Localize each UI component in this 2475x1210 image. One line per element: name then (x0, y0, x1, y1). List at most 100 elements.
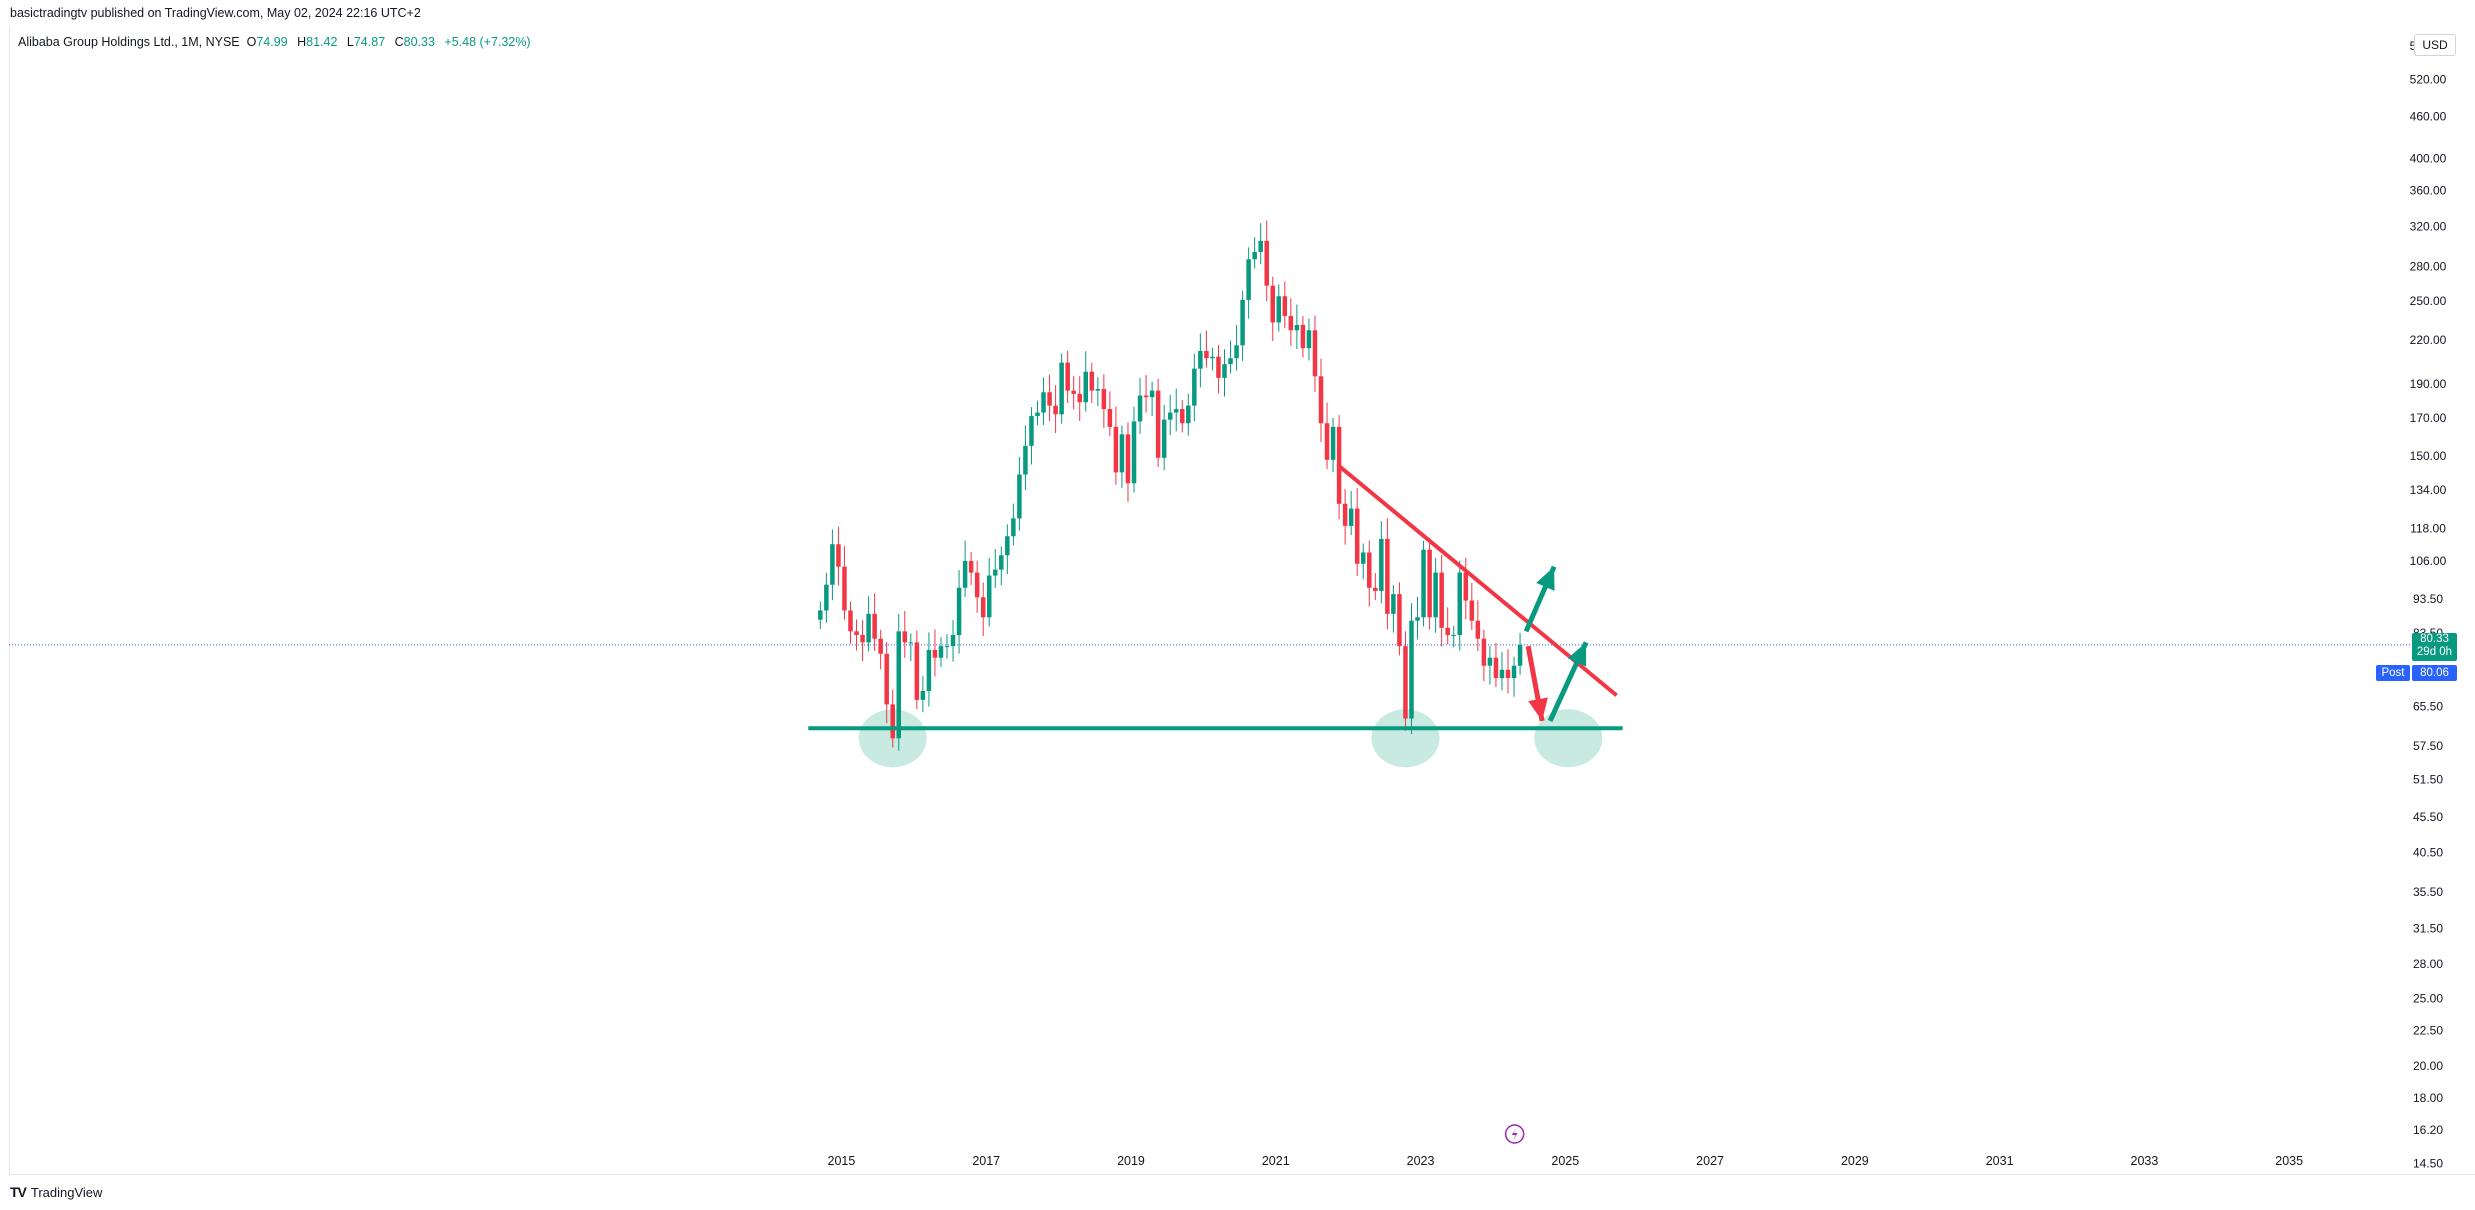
y-tick-label: 400.00 (2410, 152, 2447, 166)
candle-body (956, 587, 962, 635)
candle-body (860, 634, 865, 643)
x-tick-label: 2035 (2275, 1154, 2303, 1168)
candle-body (1047, 392, 1052, 406)
candle-body (1385, 538, 1390, 614)
y-tick-label: 51.50 (2413, 773, 2443, 787)
candle-body (914, 642, 920, 700)
candle-body (999, 555, 1004, 570)
y-tick-label: 118.00 (2410, 521, 2446, 535)
y-tick-label: 280.00 (2410, 260, 2447, 274)
x-tick-label: 2029 (1841, 1154, 1869, 1168)
candle-body (872, 613, 877, 639)
candle-body (830, 544, 835, 585)
x-tick-label: 2027 (1696, 1154, 1724, 1168)
low-label: L (346, 35, 354, 49)
candle-body (1131, 421, 1137, 484)
candle-body (944, 646, 950, 648)
candle-body (1318, 376, 1324, 424)
candle-body (1180, 409, 1185, 424)
tradingview-logo-icon: TV (10, 1184, 27, 1200)
x-tick-label: 2015 (828, 1154, 856, 1168)
candle-body (1427, 549, 1432, 618)
open-label: O (246, 35, 257, 49)
candle-body (1198, 350, 1203, 369)
candle-body (1017, 474, 1022, 519)
y-tick-label: 31.50 (2413, 921, 2443, 935)
candle-body (866, 613, 871, 643)
y-tick-label: 190.00 (2410, 377, 2447, 391)
candle-body (1119, 434, 1125, 473)
symbol-legend: Alibaba Group Holdings Ltd., 1M, NYSE O7… (18, 35, 537, 49)
candle-body (1457, 572, 1463, 635)
candle-body (1306, 330, 1312, 349)
candle-body (1475, 620, 1481, 639)
candle-body (1234, 345, 1239, 359)
y-tick-label: 20.00 (2413, 1059, 2443, 1073)
x-tick-label: 2033 (2131, 1154, 2159, 1168)
candle-body (1107, 409, 1113, 427)
x-tick-label: 2031 (1986, 1154, 2014, 1168)
candle-body (980, 597, 986, 618)
candle-body (1161, 419, 1167, 458)
y-tick-label: 18.00 (2413, 1091, 2443, 1105)
candle-body (1083, 371, 1089, 403)
candle-body (1409, 620, 1414, 719)
candle-body (1300, 325, 1306, 349)
candle-body (1053, 405, 1058, 415)
candle-body (932, 649, 938, 658)
y-tick-label: 150.00 (2410, 449, 2447, 463)
candle-body (968, 560, 974, 573)
candle-body (1192, 368, 1197, 406)
candle-body (1059, 362, 1064, 415)
chart-pane[interactable] (9, 26, 2475, 1175)
candle-body (1252, 251, 1257, 260)
candle-body (1023, 445, 1028, 475)
candle-body (1493, 657, 1499, 679)
highlight-circle (1534, 709, 1603, 768)
candle-body (950, 634, 956, 647)
candle-body (1505, 669, 1511, 679)
change-value: +5.48 (+7.32%) (444, 35, 531, 49)
candle-body (1270, 285, 1276, 323)
candle-body (1403, 646, 1408, 719)
candle-body (1330, 426, 1336, 460)
candle-body (854, 631, 859, 635)
highlight-circle (1371, 709, 1440, 768)
candle-body (1439, 572, 1444, 628)
currency-selector[interactable]: USD (2414, 34, 2456, 56)
x-tick-label: 2017 (972, 1154, 1000, 1168)
candle-body (1276, 296, 1282, 323)
candle-body (1367, 552, 1372, 588)
candle-body (1312, 330, 1318, 377)
candle-body (1445, 627, 1450, 635)
y-tick-label: 65.50 (2413, 700, 2443, 714)
tradingview-logo[interactable]: TV TradingView (10, 1184, 102, 1200)
candle-body (896, 631, 902, 739)
x-tick-label: 2023 (1407, 1154, 1435, 1168)
x-tick-label: 2021 (1262, 1154, 1290, 1168)
y-tick-label: 16.20 (2413, 1123, 2443, 1137)
candle-body (818, 610, 823, 620)
brand-name: TradingView (30, 1184, 103, 1200)
y-tick-label: 220.00 (2410, 333, 2447, 347)
candle-body (986, 575, 992, 618)
candle-body (1204, 350, 1209, 359)
candle-body (848, 610, 853, 632)
candle-body (1360, 552, 1366, 564)
candle-body (884, 653, 889, 705)
y-tick-label: 460.00 (2410, 109, 2447, 123)
candle-body (1354, 508, 1360, 564)
y-tick-label: 28.00 (2413, 957, 2443, 971)
candle-body (1282, 296, 1288, 316)
candle-body (1246, 259, 1251, 300)
candle-body (1373, 587, 1378, 591)
y-tick-label: 35.50 (2413, 885, 2443, 899)
candle-body (890, 704, 895, 739)
candle-body (920, 690, 926, 700)
y-tick-label: 360.00 (2410, 184, 2447, 198)
candle-body (1035, 412, 1040, 417)
high-value: 81.42 (306, 35, 338, 49)
candle-body (1186, 405, 1191, 424)
published-by-text: basictradingtv published on TradingView.… (10, 6, 421, 20)
